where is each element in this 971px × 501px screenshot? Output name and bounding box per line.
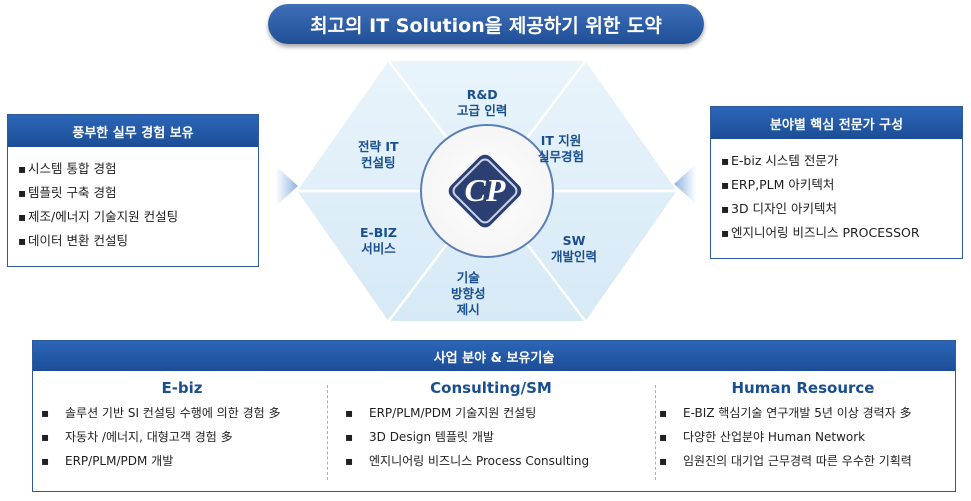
segment-tech-direction: 기술 방향성 제시	[451, 270, 486, 317]
column-consulting: Consulting/SM ▪ ERP/PLM/PDM 기술지원 컨설팅 ▪ 3D …	[341, 379, 641, 487]
experts-panel-heading: 분야별 핵심 전문가 구성	[711, 107, 962, 139]
list-item: ▪ 3D 디자인 아키텍처	[721, 197, 962, 221]
column-divider	[655, 385, 656, 480]
list-item: ▪ 제조/에너지 기술지원 컨설팅	[18, 205, 258, 229]
bullet-icon: ▪	[41, 406, 50, 420]
experience-panel: 풍부한 실무 경험 보유 ▪ 시스템 통합 경험 ▪ 템플릿 구축 경험 ▪ 제조/에…	[7, 114, 259, 267]
experts-list: ▪ E-biz 시스템 전문가 ▪ ERP,PLM 아키텍처 ▪ 3D 디자인 아키텍…	[711, 139, 962, 245]
bullet-icon: ▪	[659, 430, 668, 444]
bullet-icon: ▪	[18, 234, 27, 248]
experience-list: ▪ 시스템 통합 경험 ▪ 템플릿 구축 경험 ▪ 제조/에너지 기술지원 컨설팅 ▪…	[8, 147, 258, 253]
list-item: ▪ E-biz 시스템 전문가	[721, 149, 962, 173]
column-ebiz: E-biz ▪ 솔루션 기반 SI 컨설팅 수행에 의한 경험 多 ▪ 자동차 /에…	[37, 379, 327, 487]
arrow-right-icon	[276, 166, 298, 206]
experience-panel-heading: 풍부한 실무 경험 보유	[8, 115, 258, 147]
list-item: ▪ 다양한 산업분야 Human Network	[659, 425, 951, 449]
bullet-icon: ▪	[721, 202, 730, 216]
segment-ebiz: E-BIZ 서비스	[360, 225, 397, 256]
bullet-icon: ▪	[18, 162, 27, 176]
business-areas-panel: 사업 분야 & 보유기술 E-biz ▪ 솔루션 기반 SI 컨설팅 수행에 의한…	[32, 340, 956, 492]
hexagon-diagram: CP R&D 고급 인력 IT 지원 실무경험 SW 개발인력 기술 방향성 제시 E-B…	[290, 55, 684, 327]
column-divider	[327, 385, 328, 480]
list-item: ▪ 데이터 변환 컨설팅	[18, 229, 258, 253]
list-item: ▪ E-BIZ 핵심기술 연구개발 5년 이상 경력자 多	[659, 401, 951, 425]
bullet-icon: ▪	[721, 178, 730, 192]
experts-panel: 분야별 핵심 전문가 구성 ▪ E-biz 시스템 전문가 ▪ ERP,PLM 아키…	[710, 106, 963, 259]
list-item: ▪ 템플릿 구축 경험	[18, 181, 258, 205]
page-title: 최고의 IT Solution을 제공하기 위한 도약	[268, 4, 704, 44]
list-item: ▪ 3D Design 템플릿 개발	[345, 425, 641, 449]
segment-strategy: 전략 IT 컨설팅	[358, 139, 399, 170]
hexagon-shape: CP	[294, 59, 680, 323]
bullet-icon: ▪	[345, 430, 354, 444]
bullet-icon: ▪	[659, 406, 668, 420]
list-item: ▪ 솔루션 기반 SI 컨설팅 수행에 의한 경험 多	[41, 401, 327, 425]
svg-text:CP: CP	[465, 172, 506, 208]
column-title: Consulting/SM	[430, 379, 552, 397]
segment-sw: SW 개발인력	[551, 233, 598, 264]
cp-logo-icon: CP	[448, 154, 522, 228]
bullet-icon: ▪	[18, 186, 27, 200]
list-item: ▪ ERP/PLM/PDM 개발	[41, 449, 327, 473]
list-item: ▪ 자동차 /에너지, 대형고객 경험 多	[41, 425, 327, 449]
list-item: ▪ 엔지니어링 비즈니스 Process Consulting	[345, 449, 641, 473]
list-item: ▪ ERP,PLM 아키텍처	[721, 173, 962, 197]
bullet-icon: ▪	[18, 210, 27, 224]
bullet-icon: ▪	[345, 454, 354, 468]
list-item: ▪ 엔지니어링 비즈니스 PROCESSOR	[721, 221, 962, 245]
bullet-icon: ▪	[41, 454, 50, 468]
column-human-resource: Human Resource ▪ E-BIZ 핵심기술 연구개발 5년 이상 경력…	[655, 379, 951, 487]
bullet-icon: ▪	[345, 406, 354, 420]
list-item: ▪ ERP/PLM/PDM 기술지원 컨설팅	[345, 401, 641, 425]
list-item: ▪ 시스템 통합 경험	[18, 157, 258, 181]
segment-it-support: IT 지원 실무경험	[538, 133, 585, 164]
column-title: Human Resource	[731, 379, 875, 397]
column-title: E-biz	[161, 379, 203, 397]
bullet-icon: ▪	[721, 226, 730, 240]
segment-rnd: R&D 고급 인력	[457, 87, 508, 118]
list-item: ▪ 임원진의 대기업 근무경력 따른 우수한 기획력	[659, 449, 951, 473]
bullet-icon: ▪	[659, 454, 668, 468]
arrow-left-icon	[674, 164, 696, 204]
business-areas-heading: 사업 분야 & 보유기술	[33, 341, 955, 371]
bullet-icon: ▪	[41, 430, 50, 444]
bullet-icon: ▪	[721, 154, 730, 168]
